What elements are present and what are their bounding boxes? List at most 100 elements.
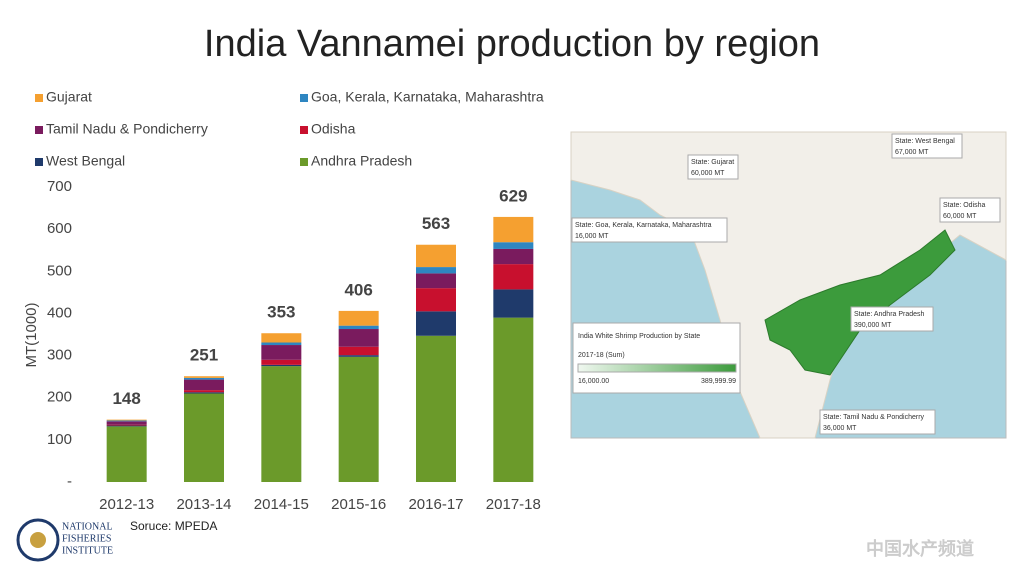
map-legend-max: 389,999.99	[701, 378, 736, 385]
map-callout	[891, 133, 963, 159]
bar-segment	[106, 426, 147, 482]
bar-segment	[261, 366, 302, 482]
bar-segment	[338, 310, 379, 326]
map-legend-box	[572, 322, 741, 394]
legend-swatch	[35, 158, 43, 166]
bar-segment	[338, 325, 379, 330]
bar-segment	[106, 424, 147, 426]
y-tick-label: 700	[47, 178, 72, 195]
map-legend-title: India White Shrimp Production by State	[578, 333, 700, 340]
bar-segment	[184, 393, 224, 482]
map-callout-state: State: Tamil Nadu & Pondicherry	[823, 414, 925, 421]
map-callout-state: State: West Bengal	[895, 138, 955, 145]
total-label: 406	[344, 280, 372, 299]
x-tick-label: 2014-15	[254, 496, 309, 513]
bar-segment	[184, 379, 224, 391]
bar-segment	[184, 377, 224, 380]
total-label: 353	[267, 303, 295, 322]
logo: NATIONAL FISHERIES INSTITUTE	[16, 518, 113, 562]
bar-segment	[261, 333, 302, 343]
y-tick-label: 400	[47, 304, 72, 321]
bar-segment	[338, 355, 379, 357]
legend-label: Andhra Pradesh	[311, 153, 412, 169]
bar-segment	[106, 419, 147, 421]
bar-segment	[106, 425, 147, 427]
bar-segment	[493, 289, 534, 318]
map-legend-subtitle: 2017-18 (Sum)	[578, 352, 625, 359]
bar-segment	[338, 329, 379, 347]
bar-segment	[416, 288, 456, 312]
x-tick-label: 2016-17	[408, 496, 463, 513]
legend-swatch	[300, 158, 308, 166]
bar-segment	[261, 342, 302, 346]
bar-segment	[261, 364, 302, 367]
y-tick-label: 100	[47, 431, 72, 448]
x-tick-label: 2015-16	[331, 496, 386, 513]
y-tick-label: 500	[47, 262, 72, 279]
legend-label: Goa, Kerala, Karnataka, Maharashtra	[311, 89, 544, 105]
bar-segment	[184, 392, 224, 394]
bar-segment	[416, 273, 456, 289]
total-label: 148	[112, 389, 140, 408]
y-tick-label: 200	[47, 389, 72, 406]
legend-swatch	[300, 94, 308, 102]
map-callout-amount: 36,000 MT	[823, 425, 857, 432]
bar-segment	[338, 346, 379, 356]
bar-segment	[261, 359, 302, 365]
y-axis-label: MT(1000)	[23, 302, 40, 367]
map-callout-state: State: Goa, Kerala, Karnataka, Maharasht…	[575, 222, 712, 229]
bar-segment	[338, 356, 379, 482]
y-tick-label: 600	[47, 220, 72, 237]
bar-segment	[493, 216, 534, 243]
total-label: 563	[422, 214, 450, 233]
map-callout	[571, 217, 728, 243]
total-label: 251	[190, 346, 218, 365]
x-tick-label: 2017-18	[486, 496, 541, 513]
map-legend-scale	[577, 363, 737, 373]
bar-segment	[106, 420, 147, 422]
bar-segment	[493, 248, 534, 265]
y-tick-label: 300	[47, 347, 72, 364]
logo-text: NATIONAL	[62, 521, 113, 532]
bar-segment	[493, 242, 534, 249]
source: Soruce: MPEDA	[130, 519, 217, 533]
map-callout	[819, 409, 936, 435]
bar-segment	[416, 244, 456, 268]
bar-segment	[493, 317, 534, 482]
bar-segment	[106, 421, 147, 425]
legend-swatch	[300, 126, 308, 134]
map-callout-state: State: Gujarat	[691, 159, 734, 166]
map-legend-min: 16,000.00	[578, 378, 609, 385]
legend-label: Odisha	[311, 121, 356, 137]
logo-text: FISHERIES	[62, 533, 111, 544]
bar-segment	[184, 390, 224, 393]
legend-swatch	[35, 94, 43, 102]
total-label: 629	[499, 186, 527, 205]
slide-title: India Vannamei production by region	[204, 23, 820, 65]
x-tick-label: 2013-14	[176, 496, 231, 513]
map-callout-amount: 16,000 MT	[575, 233, 609, 240]
bar-segment	[493, 264, 534, 290]
logo-text: INSTITUTE	[62, 545, 113, 556]
bar-segment	[416, 267, 456, 274]
legend-swatch	[35, 126, 43, 134]
legend-label: Gujarat	[46, 89, 92, 105]
map-callout-amount: 390,000 MT	[854, 322, 892, 329]
x-tick-label: 2012-13	[99, 496, 154, 513]
map-callout-amount: 67,000 MT	[895, 149, 929, 156]
map-callout-amount: 60,000 MT	[691, 170, 725, 177]
legend-label: West Bengal	[46, 153, 125, 169]
bar-segment	[261, 345, 302, 360]
map-callout	[939, 197, 1001, 223]
map-callout-state: State: Andhra Pradesh	[854, 311, 925, 318]
bar-segment	[416, 311, 456, 336]
bar-segment	[184, 376, 224, 378]
y-tick-label: -	[67, 473, 72, 490]
bar-segment	[416, 335, 456, 482]
legend-label: Tamil Nadu & Pondicherry	[46, 121, 208, 137]
map-callout-state: State: Odisha	[943, 202, 986, 209]
watermark: 中国水产频道	[866, 538, 974, 559]
map-callout	[687, 154, 739, 180]
map-callout	[850, 306, 934, 332]
